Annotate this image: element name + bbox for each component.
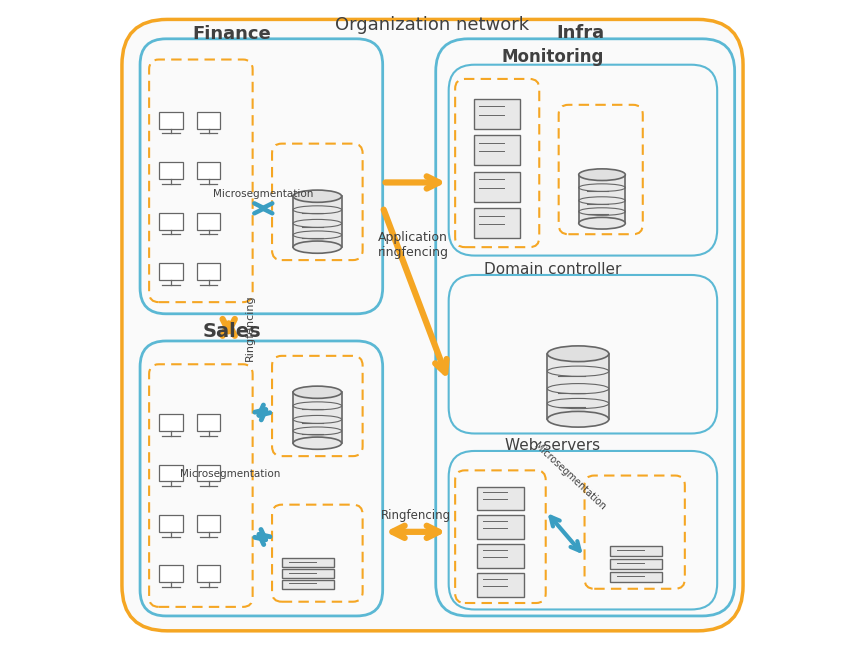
Text: Ringfencing: Ringfencing bbox=[245, 294, 255, 360]
Bar bbox=[474, 99, 521, 129]
Bar bbox=[474, 135, 521, 165]
Bar bbox=[474, 208, 521, 238]
Text: Microsegmentation: Microsegmentation bbox=[181, 468, 281, 479]
Text: Microsegmentation: Microsegmentation bbox=[213, 190, 313, 199]
Bar bbox=[548, 354, 609, 419]
Text: Finance: Finance bbox=[193, 25, 272, 43]
Bar bbox=[197, 112, 221, 129]
Bar bbox=[611, 559, 663, 569]
Ellipse shape bbox=[293, 241, 342, 253]
Bar bbox=[159, 465, 183, 481]
Text: Domain controller: Domain controller bbox=[484, 262, 621, 277]
Bar bbox=[197, 465, 221, 481]
Ellipse shape bbox=[293, 386, 342, 399]
Bar bbox=[197, 162, 221, 179]
Bar bbox=[159, 414, 183, 431]
Bar bbox=[197, 414, 221, 431]
Bar bbox=[477, 544, 523, 568]
Text: Web servers: Web servers bbox=[504, 438, 599, 453]
Bar bbox=[579, 175, 625, 223]
Ellipse shape bbox=[293, 437, 342, 449]
Text: Infra: Infra bbox=[556, 24, 604, 42]
Bar bbox=[197, 213, 221, 230]
Bar bbox=[477, 573, 523, 597]
Bar bbox=[293, 392, 342, 443]
Bar bbox=[159, 112, 183, 129]
Bar bbox=[159, 565, 183, 582]
Ellipse shape bbox=[579, 169, 625, 181]
Bar bbox=[159, 515, 183, 532]
Bar bbox=[282, 580, 334, 589]
Text: Application
ringfencing: Application ringfencing bbox=[378, 230, 449, 259]
Bar bbox=[159, 263, 183, 280]
Ellipse shape bbox=[548, 411, 609, 427]
Bar bbox=[474, 172, 521, 202]
FancyBboxPatch shape bbox=[122, 19, 743, 631]
Ellipse shape bbox=[548, 346, 609, 362]
Bar bbox=[197, 565, 221, 582]
Bar bbox=[282, 569, 334, 578]
Bar bbox=[197, 263, 221, 280]
Bar bbox=[282, 558, 334, 567]
Bar bbox=[293, 196, 342, 247]
Ellipse shape bbox=[293, 190, 342, 203]
Bar bbox=[477, 487, 523, 510]
Ellipse shape bbox=[579, 217, 625, 229]
Text: Organization network: Organization network bbox=[336, 16, 529, 34]
Text: Sales: Sales bbox=[202, 322, 261, 341]
Text: Microsegmentation: Microsegmentation bbox=[532, 441, 607, 512]
Text: Monitoring: Monitoring bbox=[501, 48, 604, 66]
Bar bbox=[159, 162, 183, 179]
Bar bbox=[611, 572, 663, 582]
Bar bbox=[197, 515, 221, 532]
Bar bbox=[477, 516, 523, 539]
Text: Ringfencing: Ringfencing bbox=[381, 509, 451, 522]
Bar bbox=[159, 213, 183, 230]
Bar bbox=[611, 546, 663, 556]
